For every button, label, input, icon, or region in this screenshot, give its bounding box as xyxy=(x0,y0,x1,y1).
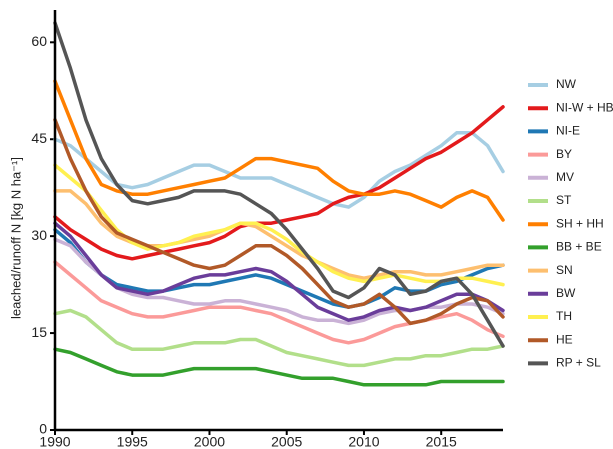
x-tick-label: 1990 xyxy=(39,434,70,449)
x-tick-label: 2010 xyxy=(348,434,379,449)
y-tick-label: 0 xyxy=(39,421,47,437)
legend-label: NI-E xyxy=(556,124,580,138)
y-tick-label: 45 xyxy=(31,130,47,146)
x-tick-label: 2000 xyxy=(194,434,225,449)
y-axis-label: leached/runoff N [kg N ha⁻¹] xyxy=(8,157,23,319)
series-line xyxy=(53,221,505,322)
legend-label: RP + SL xyxy=(556,356,601,370)
legend-label: BY xyxy=(556,147,572,161)
series-line xyxy=(53,163,505,287)
x-tick-label: 2005 xyxy=(271,434,302,449)
legend-label: TH xyxy=(556,309,572,323)
legend-label: HE xyxy=(556,332,573,346)
series-line xyxy=(53,21,505,348)
x-tick-label: 2015 xyxy=(426,434,457,449)
legend-label: NW xyxy=(556,77,577,91)
legend-label: SH + HH xyxy=(556,216,604,230)
y-tick-label: 60 xyxy=(31,33,47,49)
legend-label: MV xyxy=(556,170,574,184)
series-line xyxy=(53,131,505,209)
y-tick-label: 15 xyxy=(31,324,47,340)
legend-label: SN xyxy=(556,263,573,277)
series-line xyxy=(53,308,505,368)
legend-label: BW xyxy=(556,286,576,300)
y-tick-label: 30 xyxy=(31,227,47,243)
legend-label: BB + BE xyxy=(556,240,602,254)
legend-label: ST xyxy=(556,193,572,207)
x-tick-label: 1995 xyxy=(117,434,148,449)
legend-label: NI-W + HB xyxy=(556,100,613,114)
series-line xyxy=(53,347,505,387)
series-line xyxy=(53,79,505,222)
series-line xyxy=(53,118,505,326)
